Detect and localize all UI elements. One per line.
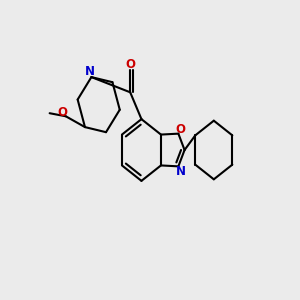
Text: O: O [125, 58, 135, 71]
Text: O: O [175, 123, 185, 136]
Text: O: O [58, 106, 68, 119]
Text: N: N [85, 65, 95, 79]
Text: N: N [176, 165, 186, 178]
